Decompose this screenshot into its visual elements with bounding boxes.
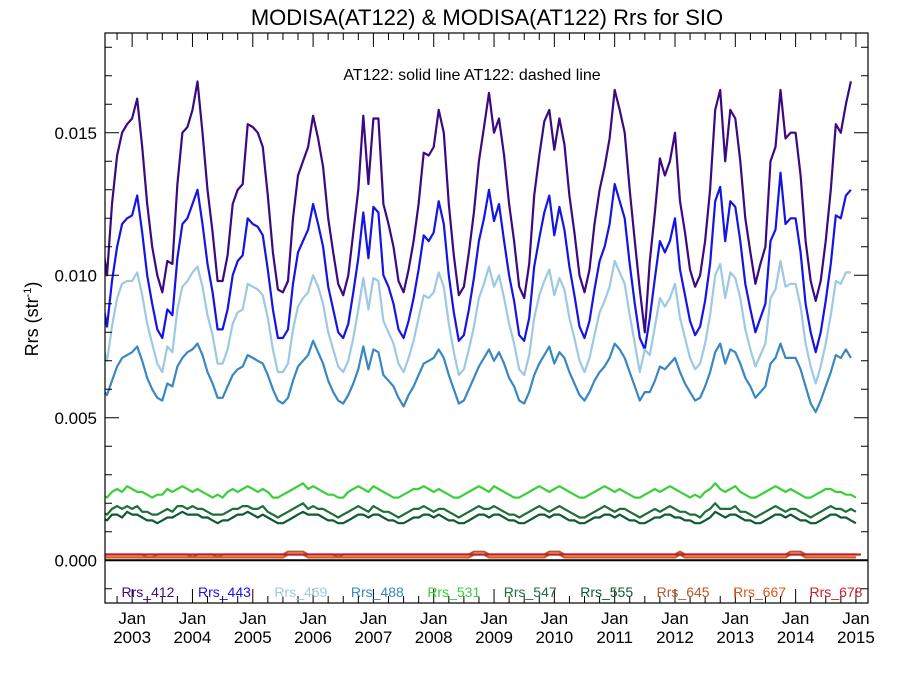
x-tick-label-month: Jan xyxy=(782,609,809,628)
chart-annotation: AT122: solid line AT122: dashed line xyxy=(343,67,600,84)
x-tick-label-year: 2006 xyxy=(294,628,332,647)
legend-entry-rrs-645: Rrs_645 xyxy=(657,584,710,600)
series-line-rrs-443 xyxy=(105,171,852,354)
x-tick-label-month: Jan xyxy=(179,609,206,628)
x-tick-label-month: Jan xyxy=(239,609,266,628)
y-tick-label: 0.000 xyxy=(54,551,97,570)
series-line-rrs-412 xyxy=(105,80,852,334)
x-tick-label-year: 2015 xyxy=(837,628,875,647)
legend: Rrs_412 Rrs_443 Rrs_469 Rrs_488 Rrs_531 Rrs_5… xyxy=(122,584,863,600)
series-line-rrs-547 xyxy=(105,502,857,519)
chart-title: MODISA(AT122) & MODISA(AT122) Rrs for SI… xyxy=(251,5,723,30)
x-tick-label-month: Jan xyxy=(480,609,507,628)
series-group xyxy=(105,80,861,559)
axes-group: 0.0000.0050.0100.015Jan2003Jan2004Jan200… xyxy=(54,32,875,647)
legend-entry-rrs-667: Rrs_667 xyxy=(733,584,786,600)
x-tick-label-month: Jan xyxy=(541,609,568,628)
series-line-rrs-531 xyxy=(105,482,857,499)
legend-entry-rrs-412: Rrs_412 xyxy=(122,584,175,600)
y-tick-label: 0.010 xyxy=(54,266,97,285)
x-tick-label-year: 2003 xyxy=(113,628,151,647)
legend-entry-rrs-555: Rrs_555 xyxy=(580,584,633,600)
x-tick-label-year: 2011 xyxy=(596,628,633,647)
x-tick-label-year: 2005 xyxy=(234,628,272,647)
legend-entry-rrs-547: Rrs_547 xyxy=(504,584,557,600)
x-tick-label-year: 2010 xyxy=(535,628,573,647)
y-tick-label: 0.005 xyxy=(54,409,97,428)
x-tick-label-year: 2009 xyxy=(475,628,513,647)
x-tick-label-month: Jan xyxy=(601,609,628,628)
series-line-rrs-555 xyxy=(105,510,857,525)
x-tick-label-month: Jan xyxy=(118,609,145,628)
series-line-rrs-488 xyxy=(105,339,852,414)
legend-entry-rrs-678: Rrs_678 xyxy=(810,584,863,600)
svg-text:Rrs (str-1): Rrs (str-1) xyxy=(22,282,42,357)
x-tick-label-year: 2013 xyxy=(716,628,754,647)
y-tick-label: 0.015 xyxy=(54,124,97,143)
x-tick-label-month: Jan xyxy=(722,609,749,628)
x-tick-label-month: Jan xyxy=(420,609,447,628)
x-tick-label-year: 2007 xyxy=(354,628,392,647)
plot-frame xyxy=(104,32,869,604)
x-tick-label-month: Jan xyxy=(299,609,326,628)
legend-entry-rrs-488: Rrs_488 xyxy=(351,584,404,600)
x-tick-label-month: Jan xyxy=(661,609,688,628)
y-axis-label: Rrs (str-1) xyxy=(22,282,42,357)
x-tick-label-year: 2014 xyxy=(777,628,815,647)
x-tick-label-month: Jan xyxy=(360,609,387,628)
series-line-rrs-469 xyxy=(105,259,851,385)
x-tick-label-year: 2004 xyxy=(174,628,212,647)
y-axis-label-tail: ) xyxy=(22,282,42,288)
x-tick-label-year: 2008 xyxy=(415,628,453,647)
y-axis-label-sup: -1 xyxy=(22,288,34,298)
y-axis-label-text: Rrs (str xyxy=(22,297,42,356)
x-tick-label-month: Jan xyxy=(842,609,869,628)
x-tick-label-year: 2012 xyxy=(656,628,694,647)
legend-entry-rrs-443: Rrs_443 xyxy=(198,584,251,600)
legend-entry-rrs-469: Rrs_469 xyxy=(274,584,327,600)
legend-entry-rrs-531: Rrs_531 xyxy=(427,584,480,600)
